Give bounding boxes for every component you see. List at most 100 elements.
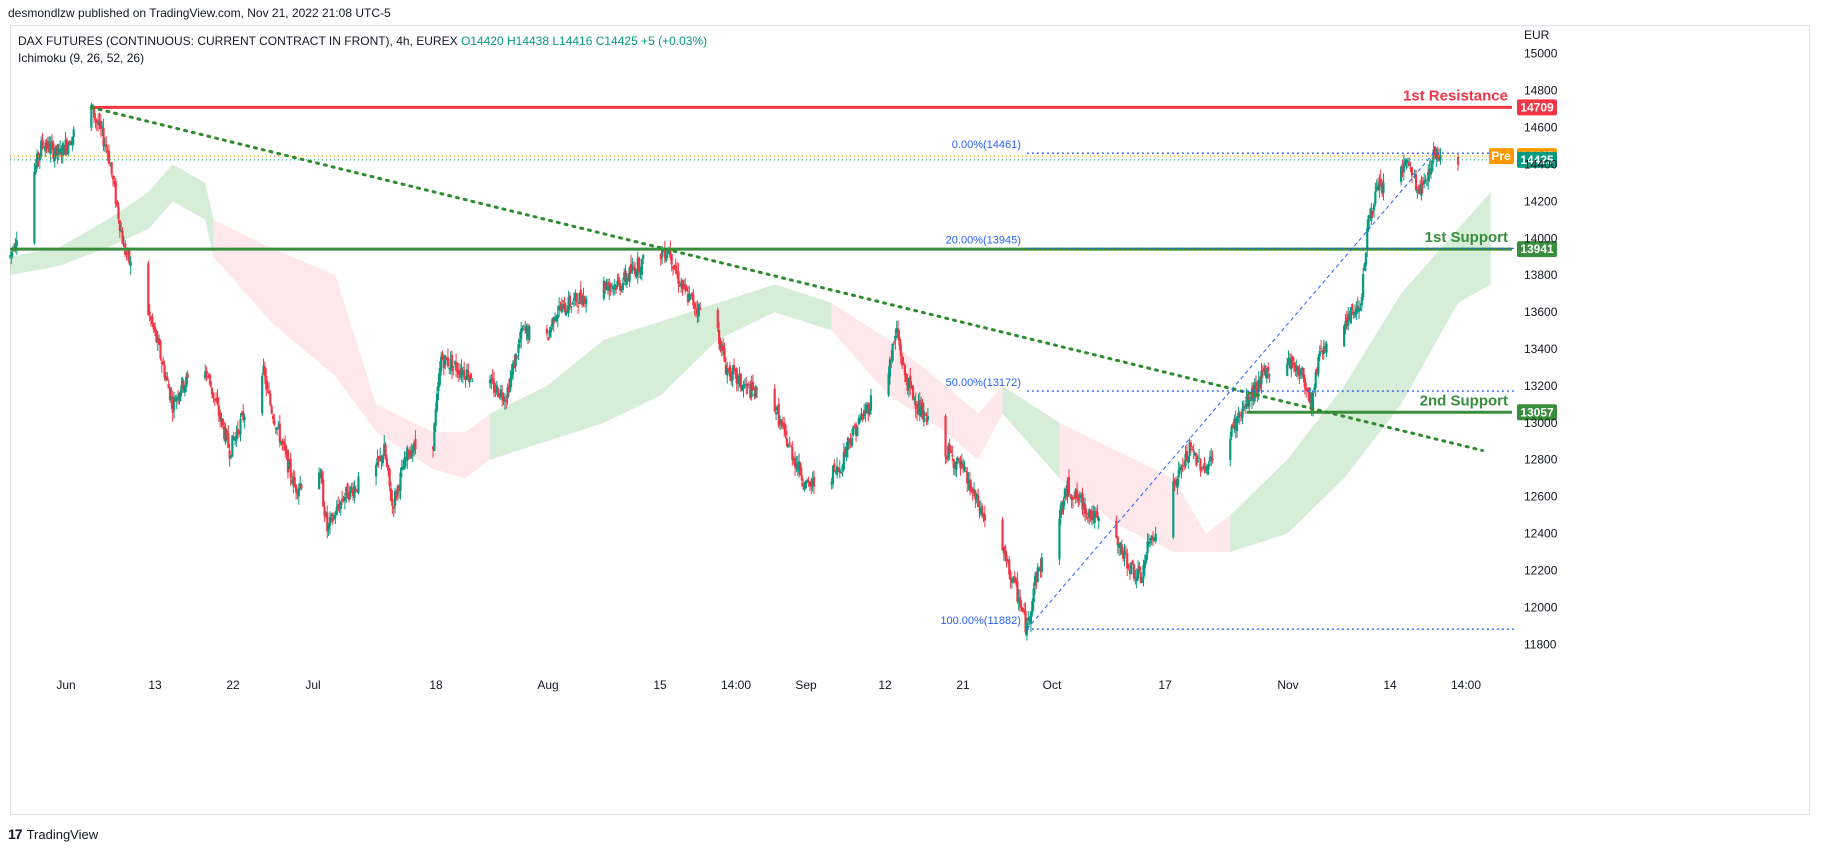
candle-body — [117, 205, 120, 220]
candle-body — [685, 287, 688, 292]
candle-body — [494, 389, 497, 392]
candle-body — [322, 479, 325, 507]
candle-body — [895, 327, 898, 334]
candle-body — [1318, 351, 1321, 357]
candle-body — [696, 308, 699, 315]
candle-body — [377, 456, 380, 460]
candle-body — [746, 384, 749, 386]
candle-body — [673, 264, 676, 270]
candle-body — [501, 392, 504, 399]
candle-body — [107, 150, 111, 164]
candle-body — [869, 395, 873, 411]
cloud-segment — [603, 321, 661, 423]
candle-body — [689, 295, 692, 297]
candles — [8, 102, 1460, 641]
candle-body — [793, 457, 797, 467]
candle-body — [1138, 566, 1141, 571]
candle-body — [320, 470, 323, 484]
candle-body — [699, 307, 702, 310]
cloud-segment — [213, 219, 271, 322]
candle-body — [267, 391, 271, 394]
candle-body — [810, 482, 813, 487]
candle-body — [186, 373, 189, 378]
candle-body — [509, 378, 512, 391]
candle-body — [1142, 564, 1145, 580]
candle-body — [183, 385, 187, 393]
candle-body — [232, 437, 235, 440]
candle-body — [525, 326, 528, 334]
candle-body — [726, 368, 729, 376]
candle-body — [181, 377, 184, 390]
candle-body — [982, 514, 985, 517]
candle-body — [464, 377, 467, 381]
footer-brand[interactable]: 17 TradingView — [8, 826, 98, 842]
candle-body — [381, 456, 384, 464]
candle-body — [290, 480, 294, 483]
candle-body — [755, 388, 759, 390]
candle-body — [971, 491, 974, 493]
candle-body — [174, 400, 177, 402]
cloud-segment — [489, 385, 547, 460]
candle-body — [785, 438, 789, 447]
candle-body — [318, 472, 321, 490]
candle-body — [98, 120, 101, 126]
legend-indicator[interactable]: Ichimoku (9, 26, 52, 26) — [18, 51, 145, 65]
candle-body — [1309, 394, 1312, 404]
candle-body — [122, 243, 125, 247]
candle-body — [617, 277, 620, 283]
candle-body — [1367, 215, 1370, 230]
candle-body — [566, 309, 569, 312]
candle-body — [1193, 453, 1197, 456]
candle-body — [118, 220, 121, 231]
candle-body — [1016, 580, 1019, 602]
candle-body — [1370, 207, 1373, 221]
candle-body — [892, 341, 896, 343]
candle-body — [693, 303, 696, 309]
candle-body — [149, 316, 153, 320]
support-1-badge-bg — [1517, 241, 1557, 258]
candle-body — [1288, 359, 1292, 368]
candle-body — [507, 385, 511, 393]
candle-body — [1002, 548, 1005, 553]
candle-body — [921, 402, 924, 419]
candle-body — [46, 140, 50, 149]
currency-label: EUR — [1524, 28, 1550, 42]
candle-body — [1096, 511, 1099, 518]
candle-body — [915, 411, 919, 413]
candle-body — [753, 393, 756, 396]
candle-body — [212, 392, 215, 399]
candle-body — [263, 366, 267, 377]
candle-body — [391, 498, 394, 507]
candle-body — [1065, 491, 1068, 496]
candle-body — [204, 371, 207, 379]
candle-body — [1010, 579, 1014, 583]
candle-body — [357, 476, 360, 493]
candle-body — [350, 487, 353, 489]
candle-body — [796, 463, 799, 470]
candle-body — [1127, 566, 1130, 568]
support-1-label: 1st Support — [1425, 229, 1508, 246]
candle-body — [1036, 567, 1039, 583]
candle-body — [1093, 512, 1096, 523]
candle-body — [393, 491, 397, 506]
candle-body — [392, 506, 395, 509]
candle-body — [1324, 349, 1327, 351]
candle-body — [727, 368, 730, 370]
candle-body — [1177, 469, 1180, 478]
candle-body — [90, 105, 93, 128]
candle-body — [830, 481, 833, 485]
candle-body — [661, 250, 664, 257]
candle-body — [888, 359, 892, 377]
candle-body — [126, 250, 130, 252]
candle-body — [1124, 550, 1127, 552]
x-tick-label: 18 — [429, 678, 443, 692]
candle-body — [887, 373, 890, 396]
candle-body — [511, 363, 515, 375]
candle-body — [1123, 551, 1126, 559]
candle-body — [1014, 578, 1018, 583]
candle-body — [692, 294, 695, 306]
candle-body — [718, 329, 721, 344]
candle-body — [1456, 157, 1460, 165]
candle-body — [433, 423, 436, 451]
